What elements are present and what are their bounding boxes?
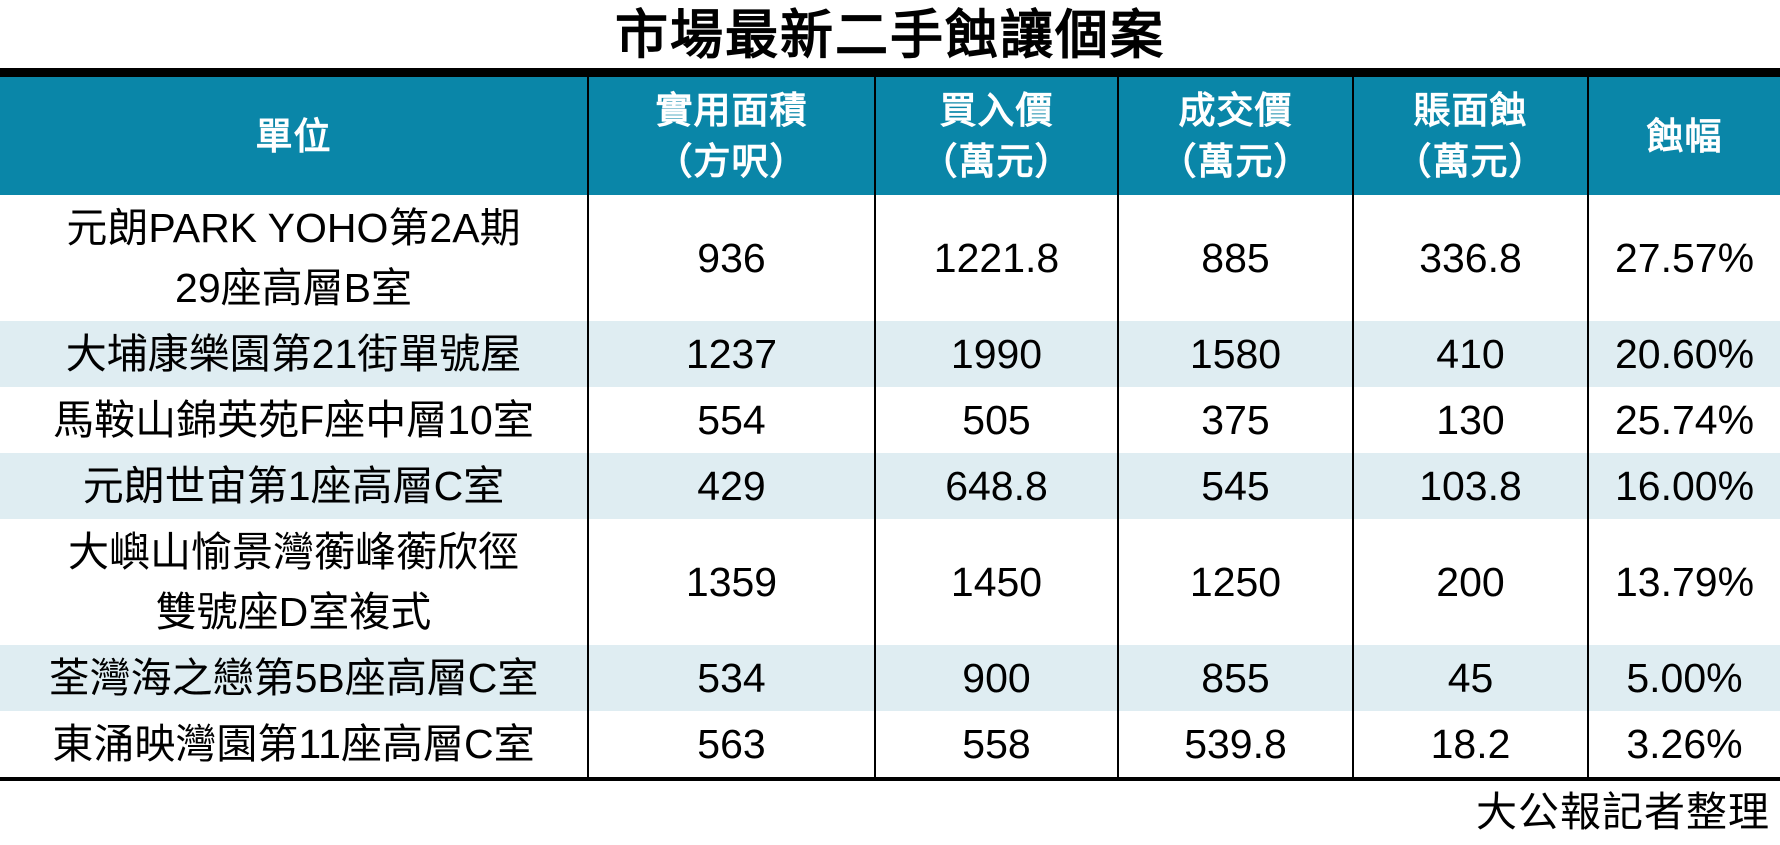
unit-cell: 大嶼山愉景灣蘅峰蘅欣徑 雙號座D室複式	[0, 519, 588, 645]
unit-line: 29座高層B室	[175, 265, 412, 311]
table-row: 元朗世宙第1座高層C室 429 648.8 545 103.8 16.00%	[0, 453, 1780, 519]
header-row: 單位 實用面積 （方呎） 買入價 （萬元） 成交價 （萬元） 賬面蝕 （萬	[0, 77, 1780, 195]
area-cell: 429	[587, 453, 875, 519]
table-row: 馬鞍山錦英苑F座中層10室 554 505 375 130 25.74%	[0, 387, 1780, 453]
header-cell-sell-price: 成交價 （萬元）	[1117, 77, 1353, 195]
book-loss-cell: 130	[1352, 387, 1588, 453]
sell-price-cell: 885	[1117, 195, 1353, 321]
area-cell: 563	[587, 711, 875, 777]
unit-cell: 大埔康樂園第21街單號屋	[0, 321, 588, 387]
page-title: 市場最新二手蝕讓個案	[615, 6, 1165, 65]
unit-cell: 荃灣海之戀第5B座高層C室	[0, 645, 588, 711]
buy-price-cell: 1450	[874, 519, 1118, 645]
loss-pct-cell: 16.00%	[1587, 453, 1780, 519]
loss-pct-cell: 20.60%	[1587, 321, 1780, 387]
book-loss-cell: 18.2	[1352, 711, 1588, 777]
buy-price-cell: 1221.8	[874, 195, 1118, 321]
header-label-line: （方呎）	[655, 141, 808, 182]
area-cell: 936	[587, 195, 875, 321]
buy-price-cell: 505	[874, 387, 1118, 453]
header-cell-loss-pct: 蝕幅	[1587, 77, 1780, 195]
book-loss-cell: 200	[1352, 519, 1588, 645]
sell-price-cell: 539.8	[1117, 711, 1353, 777]
header-cell-book-loss: 賬面蝕 （萬元）	[1352, 77, 1588, 195]
book-loss-cell: 410	[1352, 321, 1588, 387]
area-cell: 554	[587, 387, 875, 453]
header-label-line: 買入價	[939, 90, 1054, 131]
unit-cell: 馬鞍山錦英苑F座中層10室	[0, 387, 588, 453]
unit-cell: 東涌映灣園第11座高層C室	[0, 711, 588, 777]
table-row: 元朗PARK YOHO第2A期 29座高層B室 936 1221.8 885 33…	[0, 195, 1780, 321]
area-cell: 534	[587, 645, 875, 711]
header-cell-buy-price: 買入價 （萬元）	[874, 77, 1118, 195]
unit-cell: 元朗PARK YOHO第2A期 29座高層B室	[0, 195, 588, 321]
buy-price-cell: 1990	[874, 321, 1118, 387]
loss-table: 單位 實用面積 （方呎） 買入價 （萬元） 成交價 （萬元） 賬面蝕 （萬	[0, 77, 1780, 777]
buy-price-cell: 558	[874, 711, 1118, 777]
unit-line: 大埔康樂園第21街單號屋	[65, 331, 522, 377]
sell-price-cell: 375	[1117, 387, 1353, 453]
header-label-line: （萬元）	[1159, 141, 1312, 182]
unit-line: 元朗PARK YOHO第2A期	[66, 205, 521, 251]
unit-line: 大嶼山愉景灣蘅峰蘅欣徑	[68, 529, 519, 575]
loss-pct-cell: 27.57%	[1587, 195, 1780, 321]
area-cell: 1359	[587, 519, 875, 645]
unit-cell: 元朗世宙第1座高層C室	[0, 453, 588, 519]
header-label-line: （萬元）	[1394, 141, 1547, 182]
header-label-line: 成交價	[1178, 90, 1293, 131]
sell-price-cell: 1580	[1117, 321, 1353, 387]
header-label-line: 實用面積	[655, 90, 808, 131]
book-loss-cell: 45	[1352, 645, 1588, 711]
loss-pct-cell: 5.00%	[1587, 645, 1780, 711]
table-bottom-divider	[0, 777, 1780, 781]
title-divider	[0, 68, 1780, 77]
unit-line: 東涌映灣園第11座高層C室	[52, 721, 535, 767]
sell-price-cell: 545	[1117, 453, 1353, 519]
table-row: 大埔康樂園第21街單號屋 1237 1990 1580 410 20.60%	[0, 321, 1780, 387]
buy-price-cell: 900	[874, 645, 1118, 711]
area-cell: 1237	[587, 321, 875, 387]
sell-price-cell: 855	[1117, 645, 1353, 711]
book-loss-cell: 336.8	[1352, 195, 1588, 321]
table-row: 荃灣海之戀第5B座高層C室 534 900 855 45 5.00%	[0, 645, 1780, 711]
unit-line: 雙號座D室複式	[155, 589, 432, 635]
unit-line: 荃灣海之戀第5B座高層C室	[48, 655, 539, 701]
header-label-line: 賬面蝕	[1413, 90, 1528, 131]
loss-pct-cell: 25.74%	[1587, 387, 1780, 453]
header-label-line: 單位	[255, 115, 332, 157]
header-cell-area: 實用面積 （方呎）	[587, 77, 875, 195]
table-body: 元朗PARK YOHO第2A期 29座高層B室 936 1221.8 885 33…	[0, 195, 1780, 777]
header-label-line: 蝕幅	[1646, 115, 1723, 157]
header-cell-unit: 單位	[0, 77, 588, 195]
loss-pct-cell: 3.26%	[1587, 711, 1780, 777]
table-row: 東涌映灣園第11座高層C室 563 558 539.8 18.2 3.26%	[0, 711, 1780, 777]
loss-pct-cell: 13.79%	[1587, 519, 1780, 645]
sell-price-cell: 1250	[1117, 519, 1353, 645]
buy-price-cell: 648.8	[874, 453, 1118, 519]
unit-line: 元朗世宙第1座高層C室	[82, 463, 505, 509]
unit-line: 馬鞍山錦英苑F座中層10室	[53, 397, 534, 443]
book-loss-cell: 103.8	[1352, 453, 1588, 519]
source-note: 大公報記者整理	[1476, 789, 1770, 835]
table-row: 大嶼山愉景灣蘅峰蘅欣徑 雙號座D室複式 1359 1450 1250 200 13…	[0, 519, 1780, 645]
header-label-line: （萬元）	[920, 141, 1073, 182]
